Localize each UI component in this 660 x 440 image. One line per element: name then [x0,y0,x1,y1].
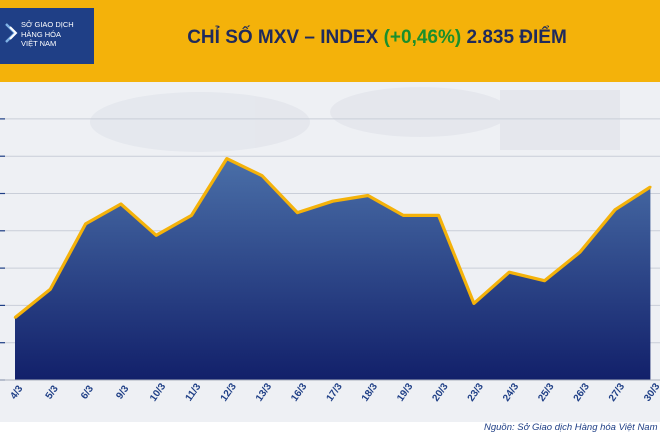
data-point [296,211,299,214]
x-tick-label: 27/3 [607,381,627,404]
x-tick-label: 10/3 [148,381,168,404]
data-point [13,316,17,319]
data-point [155,234,158,237]
x-tick-label: 20/3 [430,381,450,404]
data-point [578,251,581,254]
logo: SỞ GIAO DỊCH HÀNG HÓA VIỆT NAM [0,8,94,64]
data-point [84,222,87,226]
title-main: CHỈ SỐ MXV – INDEX [187,27,379,48]
x-tick-label: 24/3 [501,381,521,404]
chart-title: CHỈ SỐ MXV – INDEX (+0,46%) 2.835 ĐIỂM [94,27,660,49]
x-tick-label: 11/3 [184,381,204,403]
chevron-logo-icon [5,23,18,43]
data-point [472,302,476,305]
data-point [649,185,652,189]
logo-line-1: SỞ GIAO DỊCH [21,20,74,29]
x-tick-label: 26/3 [572,381,592,404]
x-tick-label: 13/3 [254,381,274,404]
data-point [508,271,511,274]
data-point [260,174,264,177]
title-value: 2.835 ĐIỂM [466,27,567,48]
x-tick-label: 25/3 [536,381,556,404]
series-area [15,158,651,380]
x-tick-label: 6/3 [79,383,96,401]
x-tick-label: 4/3 [8,383,25,401]
data-point [437,214,440,217]
chart-svg: 4/3 5/3 6/3 9/3 10/3 11/3 12/3 13/3 16/3 17/3 18/3… [0,87,660,404]
data-point [225,157,228,160]
x-tick-label: 18/3 [360,381,380,404]
data-point [543,279,546,282]
data-point [613,208,617,211]
source-note: Nguồn: Sở Giao dịch Hàng hóa Việt Nam [484,422,658,433]
data-point [49,288,52,291]
x-tick-label: 5/3 [44,383,61,401]
background-map [90,87,620,152]
logo-line-3: VIỆT NAM [21,39,57,48]
logo-line-2: HÀNG HÓA [21,29,62,39]
x-tick-label: 9/3 [114,383,131,401]
data-point [119,202,123,206]
data-point [190,214,193,217]
header-banner: SỞ GIAO DỊCH HÀNG HÓA VIỆT NAM CHỈ SỐ MX… [0,0,660,82]
x-tick-label: 16/3 [289,381,309,404]
chart-area: 4/3 5/3 6/3 9/3 10/3 11/3 12/3 13/3 16/3 17/3 18/3… [0,82,660,422]
x-tick-label: 23/3 [466,381,486,404]
x-tick-label: 19/3 [395,381,415,404]
title-change: (+0,46%) [383,27,462,48]
x-tick-label: 12/3 [219,381,239,404]
data-point [402,214,405,217]
logo-text: SỞ GIAO DỊCH HÀNG HÓA VIỆT NAM [21,20,93,49]
x-tick-label: 30/3 [642,381,660,404]
x-tick-label: 17/3 [325,381,345,404]
data-point [366,194,370,197]
data-point [331,200,334,203]
